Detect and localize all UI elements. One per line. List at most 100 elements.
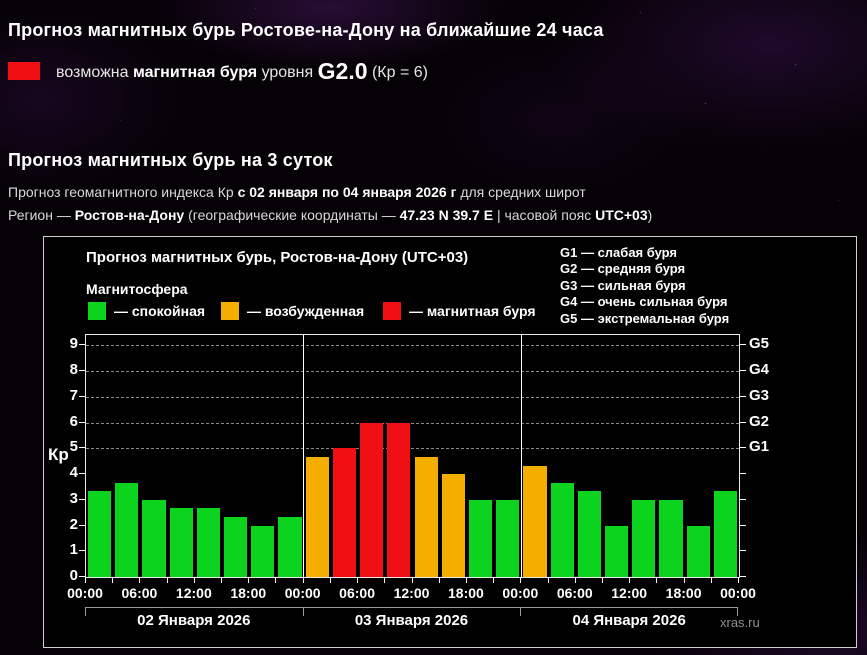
x-tick [547, 577, 549, 583]
x-tick [166, 577, 168, 583]
time-tick-label: 00:00 [502, 585, 539, 601]
y-tick [79, 576, 85, 577]
legend-item-unsettled: — возбужденная [221, 302, 364, 320]
kp-bar [332, 448, 357, 577]
x-tick [574, 577, 576, 583]
kp-bar [441, 474, 465, 577]
date-label: 03 Января 2026 [354, 612, 469, 629]
g-scale-legend-line: G1 — слабая буря [560, 245, 678, 260]
storm-color-swatch [383, 302, 401, 320]
gridline-kp9 [86, 345, 739, 347]
time-tick-label: 12:00 [175, 585, 212, 601]
y-tick-label: 7 [69, 386, 78, 404]
date-label: 02 Января 2026 [137, 612, 251, 629]
unsettled-color-swatch [221, 302, 239, 320]
y-tick-label: 4 [69, 464, 78, 482]
kp-bar [713, 491, 737, 577]
x-tick [139, 577, 141, 583]
watermark-link[interactable]: xras.ru [720, 615, 760, 630]
x-tick [601, 577, 603, 583]
x-tick [275, 577, 277, 583]
kp-bar [360, 422, 384, 577]
y-tick-label: 2 [69, 515, 78, 533]
alert-prefix: возможна [56, 63, 129, 81]
timezone-word: | часовой пояс [496, 207, 592, 223]
gridline-kp6 [86, 422, 739, 424]
g-scale-legend-line: G4 — очень сильная буря [560, 294, 728, 310]
y-tick-label: 6 [69, 412, 78, 430]
y-tick [79, 524, 85, 526]
y-tick-label: 9 [69, 335, 78, 353]
right-tick [740, 395, 746, 397]
timezone-value: UTC+03 [595, 207, 648, 223]
time-tick-label: 00:00 [720, 585, 756, 601]
kp-bar [468, 499, 493, 577]
time-tick-label: 12:00 [393, 585, 430, 601]
coords-value: 47.23 N 39.7 E [399, 207, 494, 223]
page-title-3day: Прогноз магнитных бурь на 3 суток [8, 150, 333, 170]
g-scale-legend-line: G5 — экстремальная буря [560, 310, 730, 326]
coords-word: (географические координаты — [188, 207, 396, 223]
bracket-tick [302, 608, 304, 616]
right-tick [740, 344, 746, 346]
kp-bar [523, 465, 547, 577]
kp-bar [496, 499, 520, 577]
kp-bar [169, 508, 193, 577]
period-pre: Прогноз геомагнитного индекса Кр [8, 184, 234, 200]
right-tick [740, 421, 746, 423]
time-tick-label: 00:00 [284, 585, 321, 601]
time-tick-label: 06:00 [556, 585, 593, 601]
legend-label-quiet: — спокойная [114, 303, 206, 319]
time-tick-label: 18:00 [665, 585, 702, 601]
x-tick [248, 577, 250, 583]
day-bracket [85, 607, 738, 617]
alert-g-level: G2.0 [317, 57, 368, 84]
region-line: Регион — Ростов-на-Дону (географические … [8, 207, 652, 223]
y-tick [79, 550, 85, 552]
storm-level-swatch [8, 62, 40, 80]
y-tick-label: 8 [69, 361, 78, 379]
right-tick [740, 473, 746, 475]
y-tick [79, 473, 85, 475]
y-tick-label: 5 [69, 438, 78, 456]
y-tick-label: 0 [69, 567, 78, 584]
alert-level-word: уровня [261, 63, 314, 81]
time-tick-label: 12:00 [611, 585, 648, 601]
x-tick [683, 577, 685, 583]
region-word: Регион — [8, 207, 71, 223]
x-tick [710, 577, 712, 583]
region-name: Ростов-на-Дону [74, 207, 185, 223]
y-tick [79, 344, 85, 346]
y-tick [79, 370, 85, 372]
kp-bar [115, 482, 139, 577]
bracket-tick [737, 608, 738, 616]
storm-alert-row: возможна магнитная буря уровня G2.0 (Кр … [8, 58, 428, 84]
day-divider [303, 335, 305, 577]
x-tick [329, 577, 331, 583]
x-tick [221, 577, 223, 583]
y-tick [79, 447, 85, 449]
right-tick [740, 524, 746, 526]
kp-bar [224, 517, 248, 577]
kp-bar [305, 456, 329, 577]
right-tick [740, 550, 746, 552]
g-scale-legend-line: G3 — сильная буря [560, 277, 686, 293]
legend-item-storm: — магнитная буря [383, 302, 536, 320]
right-tick [740, 370, 746, 372]
storm-alert-text: возможна магнитная буря уровня G2.0 (Кр … [56, 58, 428, 85]
bracket-tick [85, 608, 86, 616]
plot-area [85, 334, 740, 578]
chart-subtitle-magnetosphere: Магнитосфера [86, 281, 188, 297]
x-tick [384, 577, 386, 583]
forecast-chart-panel: Прогноз магнитных бурь, Ростов-на-Дону (… [43, 236, 857, 648]
alert-storm-word: магнитная буря [132, 63, 258, 81]
kp-bar [550, 482, 574, 577]
y-tick-label: 3 [69, 489, 78, 507]
page-title-24h: Прогноз магнитных бурь Ростове-на-Дону н… [8, 20, 604, 40]
x-tick [520, 577, 522, 583]
time-tick-label: 18:00 [448, 585, 484, 601]
legend-item-quiet: — спокойная [88, 302, 205, 320]
time-tick-label: 06:00 [339, 585, 375, 601]
kp-bar [632, 499, 656, 577]
g-level-label: G4 [749, 361, 770, 379]
